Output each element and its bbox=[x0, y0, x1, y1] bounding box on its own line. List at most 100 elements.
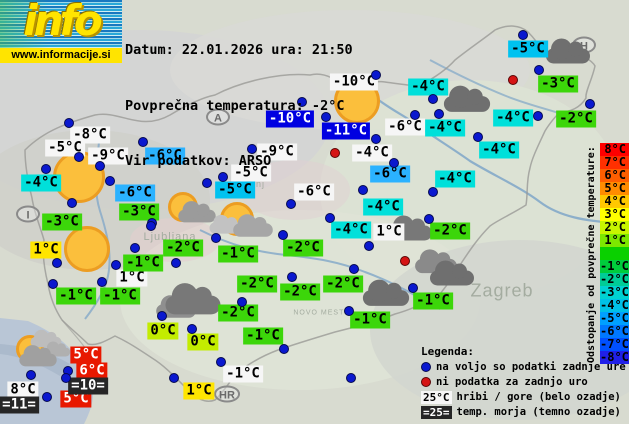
temp-label: -4°C bbox=[479, 141, 519, 159]
station-dot-available bbox=[389, 158, 399, 168]
temp-label: 5°C bbox=[70, 346, 102, 364]
temp-label: -6°C bbox=[145, 147, 185, 165]
station-dot-no-data bbox=[508, 75, 518, 85]
temp-label: -2°C bbox=[430, 222, 470, 240]
temp-label: -4°C bbox=[21, 174, 61, 192]
station-dot-available bbox=[364, 241, 374, 251]
station-dot-available bbox=[48, 279, 58, 289]
temp-label: 6°C bbox=[76, 362, 108, 380]
station-dot-available bbox=[434, 109, 444, 119]
temp-label: 1°C bbox=[116, 269, 148, 287]
temp-label: -4°C bbox=[363, 198, 403, 216]
scale-band: -7°C bbox=[600, 337, 629, 351]
station-dot-available bbox=[97, 277, 107, 287]
scale-band: -3°C bbox=[600, 285, 629, 299]
legend-item: 25°C hribi / gore (belo ozadje) bbox=[421, 390, 626, 404]
temp-label: -3°C bbox=[119, 203, 159, 221]
sun-icon bbox=[64, 226, 110, 272]
station-dot-available bbox=[371, 134, 381, 144]
cloud-icon bbox=[430, 260, 474, 286]
station-dot-available bbox=[349, 264, 359, 274]
temperature-deviation-scale: 8°C 7°C 6°C 5°C 4°C 3°C 2°C 1°C -1°C -2°C -3°C -4°C… bbox=[600, 143, 629, 364]
temp-label: =11= bbox=[0, 396, 39, 414]
temp-label: =10= bbox=[68, 377, 108, 395]
station-dot-available bbox=[95, 161, 105, 171]
temp-label: -4°C bbox=[352, 144, 392, 162]
station-dot-available bbox=[585, 99, 595, 109]
station-dot-available bbox=[408, 283, 418, 293]
city-label: Zagreb bbox=[470, 280, 534, 301]
legend-white-label-sample: 25°C bbox=[421, 390, 452, 404]
scale-title: Odstopanje od povprečne temperature: bbox=[586, 146, 597, 363]
legend-dark-label-sample: =25= bbox=[421, 405, 452, 419]
station-dot-available bbox=[534, 65, 544, 75]
station-dot-no-data bbox=[400, 256, 410, 266]
logo-site-url[interactable]: www.informacije.si bbox=[0, 48, 122, 63]
temp-label: -10°C bbox=[329, 73, 379, 91]
station-dot-no-data bbox=[330, 148, 340, 158]
station-dot-available bbox=[279, 344, 289, 354]
temp-label: 0°C bbox=[147, 322, 179, 340]
temp-label: -3°C bbox=[538, 75, 578, 93]
temp-label: -2°C bbox=[556, 110, 596, 128]
temp-label: -1°C bbox=[243, 327, 283, 345]
station-dot-available bbox=[518, 30, 528, 40]
temp-label: -2°C bbox=[163, 239, 203, 257]
temp-label: -9°C bbox=[88, 147, 128, 165]
country-label-i: I bbox=[16, 205, 40, 223]
scale-band: -8°C bbox=[600, 350, 629, 364]
legend-blue-dot-icon bbox=[421, 362, 431, 372]
legend-item-text: hribi / gore (belo ozadje) bbox=[456, 391, 621, 403]
station-dot-available bbox=[41, 164, 51, 174]
station-dot-available bbox=[297, 97, 307, 107]
station-dot-available bbox=[211, 233, 221, 243]
scale-band: 2°C bbox=[600, 221, 629, 234]
temp-label: -6°C bbox=[370, 165, 410, 183]
temp-label: -1°C bbox=[413, 292, 453, 310]
temp-label: -4°C bbox=[493, 109, 533, 127]
station-dot-available bbox=[410, 110, 420, 120]
cloud-icon bbox=[178, 201, 216, 223]
scale-band: 8°C bbox=[600, 143, 629, 156]
temp-label: -10°C bbox=[265, 110, 315, 128]
station-dot-available bbox=[321, 112, 331, 122]
scale-band: 6°C bbox=[600, 169, 629, 182]
scale-band bbox=[600, 247, 629, 260]
station-dot-available bbox=[61, 373, 71, 383]
cloud-icon bbox=[233, 214, 273, 237]
temp-label: -1°C bbox=[100, 287, 140, 305]
station-dot-available bbox=[218, 172, 228, 182]
header-source-line: Vir podatkov: ARSO bbox=[125, 153, 272, 169]
station-dot-available bbox=[52, 258, 62, 268]
legend-title: Legenda: bbox=[421, 345, 474, 358]
country-label-a: A bbox=[206, 108, 230, 126]
city-label: NOVO MESTO bbox=[293, 309, 351, 317]
temp-label: 1°C bbox=[373, 223, 405, 241]
station-dot-available bbox=[171, 258, 181, 268]
scale-band: 5°C bbox=[600, 182, 629, 195]
logo-background bbox=[0, 0, 122, 49]
station-dot-available bbox=[346, 373, 356, 383]
station-dot-available bbox=[428, 94, 438, 104]
legend-item-text: na voljo so podatki zadnje ure bbox=[436, 361, 626, 373]
station-dot-available bbox=[130, 243, 140, 253]
station-dot-available bbox=[202, 178, 212, 188]
country-label-hr: HR bbox=[214, 385, 240, 403]
temp-label: -2°C bbox=[237, 275, 277, 293]
temp-label: -3°C bbox=[42, 213, 82, 231]
site-logo[interactable]: info www.informacije.si bbox=[0, 0, 122, 63]
scale-band: 1°C bbox=[600, 234, 629, 247]
legend-item-text: temp. morja (temno ozadje) bbox=[456, 406, 621, 418]
station-dot-available bbox=[138, 137, 148, 147]
temp-label: -2°C bbox=[323, 275, 363, 293]
temp-label: -6°C bbox=[115, 184, 155, 202]
station-dot-available bbox=[247, 144, 257, 154]
station-dot-available bbox=[325, 213, 335, 223]
cloud-icon bbox=[30, 329, 62, 348]
station-dot-available bbox=[344, 306, 354, 316]
scale-band: -6°C bbox=[600, 324, 629, 338]
cloud-icon bbox=[165, 283, 221, 315]
station-dot-available bbox=[278, 230, 288, 240]
temp-label: -5°C bbox=[231, 164, 271, 182]
